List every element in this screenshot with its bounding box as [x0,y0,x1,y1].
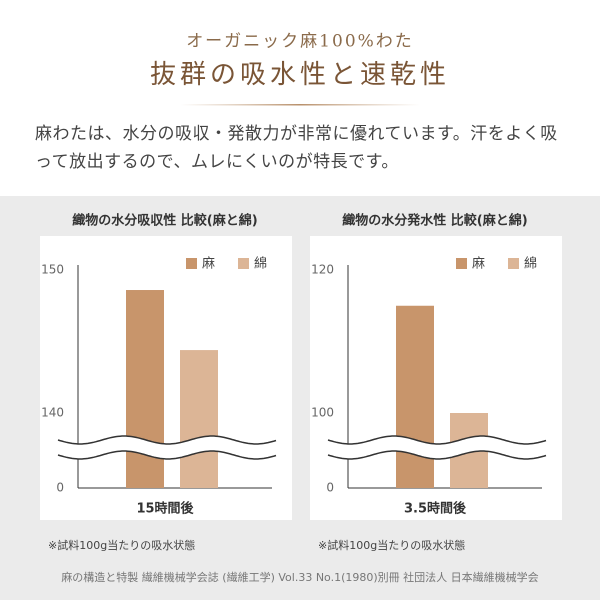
axis-break-band [58,436,276,459]
y-tick-label: 150 [41,263,64,277]
x-axis-label: 15時間後 [136,501,194,517]
description: 麻わたは、水分の吸収・発散力が非常に優れています。汗をよく吸って放出するので、ム… [35,124,558,172]
axis-break-line [327,450,547,460]
legend-swatch [238,258,249,269]
divider [180,104,420,106]
axis-break-line [57,450,277,460]
axis-break-band [328,436,546,459]
chart-title: 織物の水分吸収性 比較(麻と綿) [72,213,257,229]
footer: 麻の構造と特製 繊維機械学会誌 (繊維工学) Vol.33 No.1(1980)… [61,570,538,584]
title: 抜群の吸水性と速乾性 [150,60,450,90]
description-box: 麻わたは、水分の吸収・発散力が非常に優れています。汗をよく吸って放出するので、ム… [35,124,558,172]
bar [180,350,218,488]
chart-box [40,236,292,520]
legend-label: 綿 [524,257,537,272]
y-tick-label: 120 [311,263,334,277]
y-tick-label: 100 [311,406,334,420]
x-axis-label: 3.5時間後 [404,501,467,517]
legend-swatch [186,258,197,269]
legend-label: 綿 [254,257,267,272]
legend-swatch [508,258,519,269]
chart-box [310,236,562,520]
y-tick-label: 0 [326,481,334,495]
legend-label: 麻 [472,257,485,272]
chart-note: ※試料100g当たりの吸水状態 [48,538,195,552]
axis-break-line [327,435,547,445]
y-tick-label: 140 [41,406,64,420]
axis-break-line [57,435,277,445]
legend-swatch [456,258,467,269]
y-tick-label: 0 [56,481,64,495]
chart-title: 織物の水分発水性 比較(麻と綿) [342,213,527,229]
subtitle: オーガニック麻100%わた [186,32,414,52]
chart-note: ※試料100g当たりの吸水状態 [318,538,465,552]
bar [396,305,434,488]
legend-label: 麻 [202,257,215,272]
